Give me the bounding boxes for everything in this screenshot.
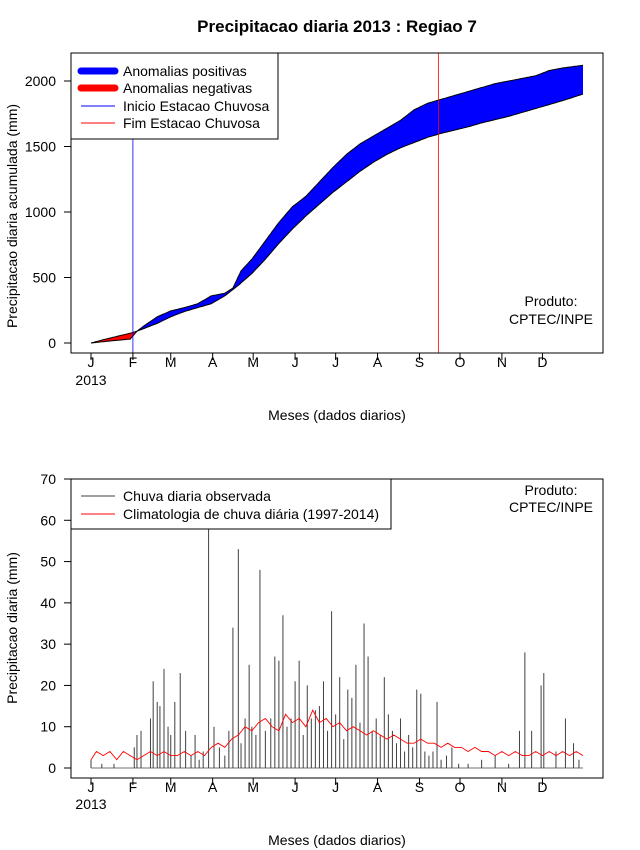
positive-anomaly-area-1 [137,65,583,332]
daily-product-line2: CPTEC/INPE [509,499,593,515]
accumulated-panel: 0 500 1000 1500 2000 J F M A M J J A S O N D 2013 Meses… [4,52,604,423]
daily-y-tick-label: 60 [40,512,56,528]
daily-x-tick-label: D [537,779,547,795]
accumulated-y-tick-label: 0 [48,335,56,351]
accumulated-x-tick-label: J [88,354,95,370]
accumulated-year-label: 2013 [75,372,106,388]
accumulated-plot-frame [70,52,604,354]
daily-x-tick-label: J [88,779,95,795]
accumulated-y-tick-label: 2000 [25,73,56,89]
daily-product-line1: Produto: [525,482,578,498]
daily-y-tick-label: 0 [48,760,56,776]
observed-accumulated-line [90,64,584,344]
daily-legend-box [70,478,392,530]
accumulated-y-tick-label: 500 [33,270,57,286]
daily-x-tick-label: O [455,779,466,795]
daily-x-tick-label: J [332,779,339,795]
accumulated-x-tick-label: D [537,354,547,370]
accumulated-x-tick-label: N [497,354,507,370]
daily-y-ticks: 0 10 20 30 40 50 60 70 [40,471,72,776]
accumulated-product-line2: CPTEC/INPE [509,311,593,327]
accumulated-x-tick-label: F [129,354,138,370]
accumulated-x-tick-label: O [455,354,466,370]
accumulated-legend-box [70,52,279,140]
daily-legend: Chuva diaria observada Climatologia de c… [70,478,392,530]
daily-x-tick-label: S [415,779,424,795]
daily-year-label: 2013 [75,796,106,812]
legend-label-season-start: Inicio Estacao Chuvosa [123,98,270,114]
daily-x-tick-label: A [208,779,218,795]
accumulated-x-tick-label: J [332,354,339,370]
accumulated-x-tick-label: A [373,354,383,370]
accumulated-x-tick-label: M [247,354,259,370]
daily-x-tick-label: M [247,779,259,795]
legend-label-season-end: Fim Estacao Chuvosa [123,115,260,131]
accumulated-x-tick-label: S [415,354,424,370]
accumulated-y-axis-label: Precipitacao diaria acumulada (mm) [4,104,20,328]
accumulated-x-tick-label: A [208,354,218,370]
daily-x-tick-label: A [373,779,383,795]
daily-y-tick-label: 40 [40,595,56,611]
legend-label-positive: Anomalias positivas [123,63,247,79]
legend-label-negative: Anomalias negativas [123,80,252,96]
legend-label-observed: Chuva diaria observada [123,488,271,504]
daily-y-tick-label: 10 [40,719,56,735]
daily-y-tick-label: 30 [40,636,56,652]
daily-y-tick-label: 20 [40,677,56,693]
daily-plot-area [90,528,584,769]
daily-y-tick-label: 70 [40,471,56,487]
daily-x-tick-label: F [129,779,138,795]
accumulated-y-tick-label: 1000 [25,204,56,220]
climatology-daily-line [90,709,584,761]
accumulated-legend: Anomalias positivas Anomalias negativas … [70,52,279,140]
legend-label-climatology: Climatologia de chuva diária (1997-2014) [123,506,379,522]
accumulated-x-tick-label: J [292,354,299,370]
accumulated-x-tick-label: M [165,354,177,370]
daily-x-axis-label: Meses (dados diarios) [268,832,406,848]
daily-panel: 0 10 20 30 40 50 60 70 J F M A M J J A S O N D 2013 Meses … [4,471,604,848]
daily-y-tick-label: 50 [40,554,56,570]
daily-x-tick-label: M [165,779,177,795]
climatology-accumulated-line [90,93,584,344]
daily-y-axis-label: Precipitacao diaria (mm) [4,552,20,704]
chart-title: Precipitacao diaria 2013 : Regiao 7 [197,17,477,36]
daily-x-tick-label: J [292,779,299,795]
accumulated-x-axis-label: Meses (dados diarios) [268,407,406,423]
accumulated-y-ticks: 0 500 1000 1500 2000 [25,73,72,351]
accumulated-y-tick-label: 1500 [25,139,56,155]
accumulated-product-line1: Produto: [525,293,578,309]
daily-x-tick-label: N [497,779,507,795]
